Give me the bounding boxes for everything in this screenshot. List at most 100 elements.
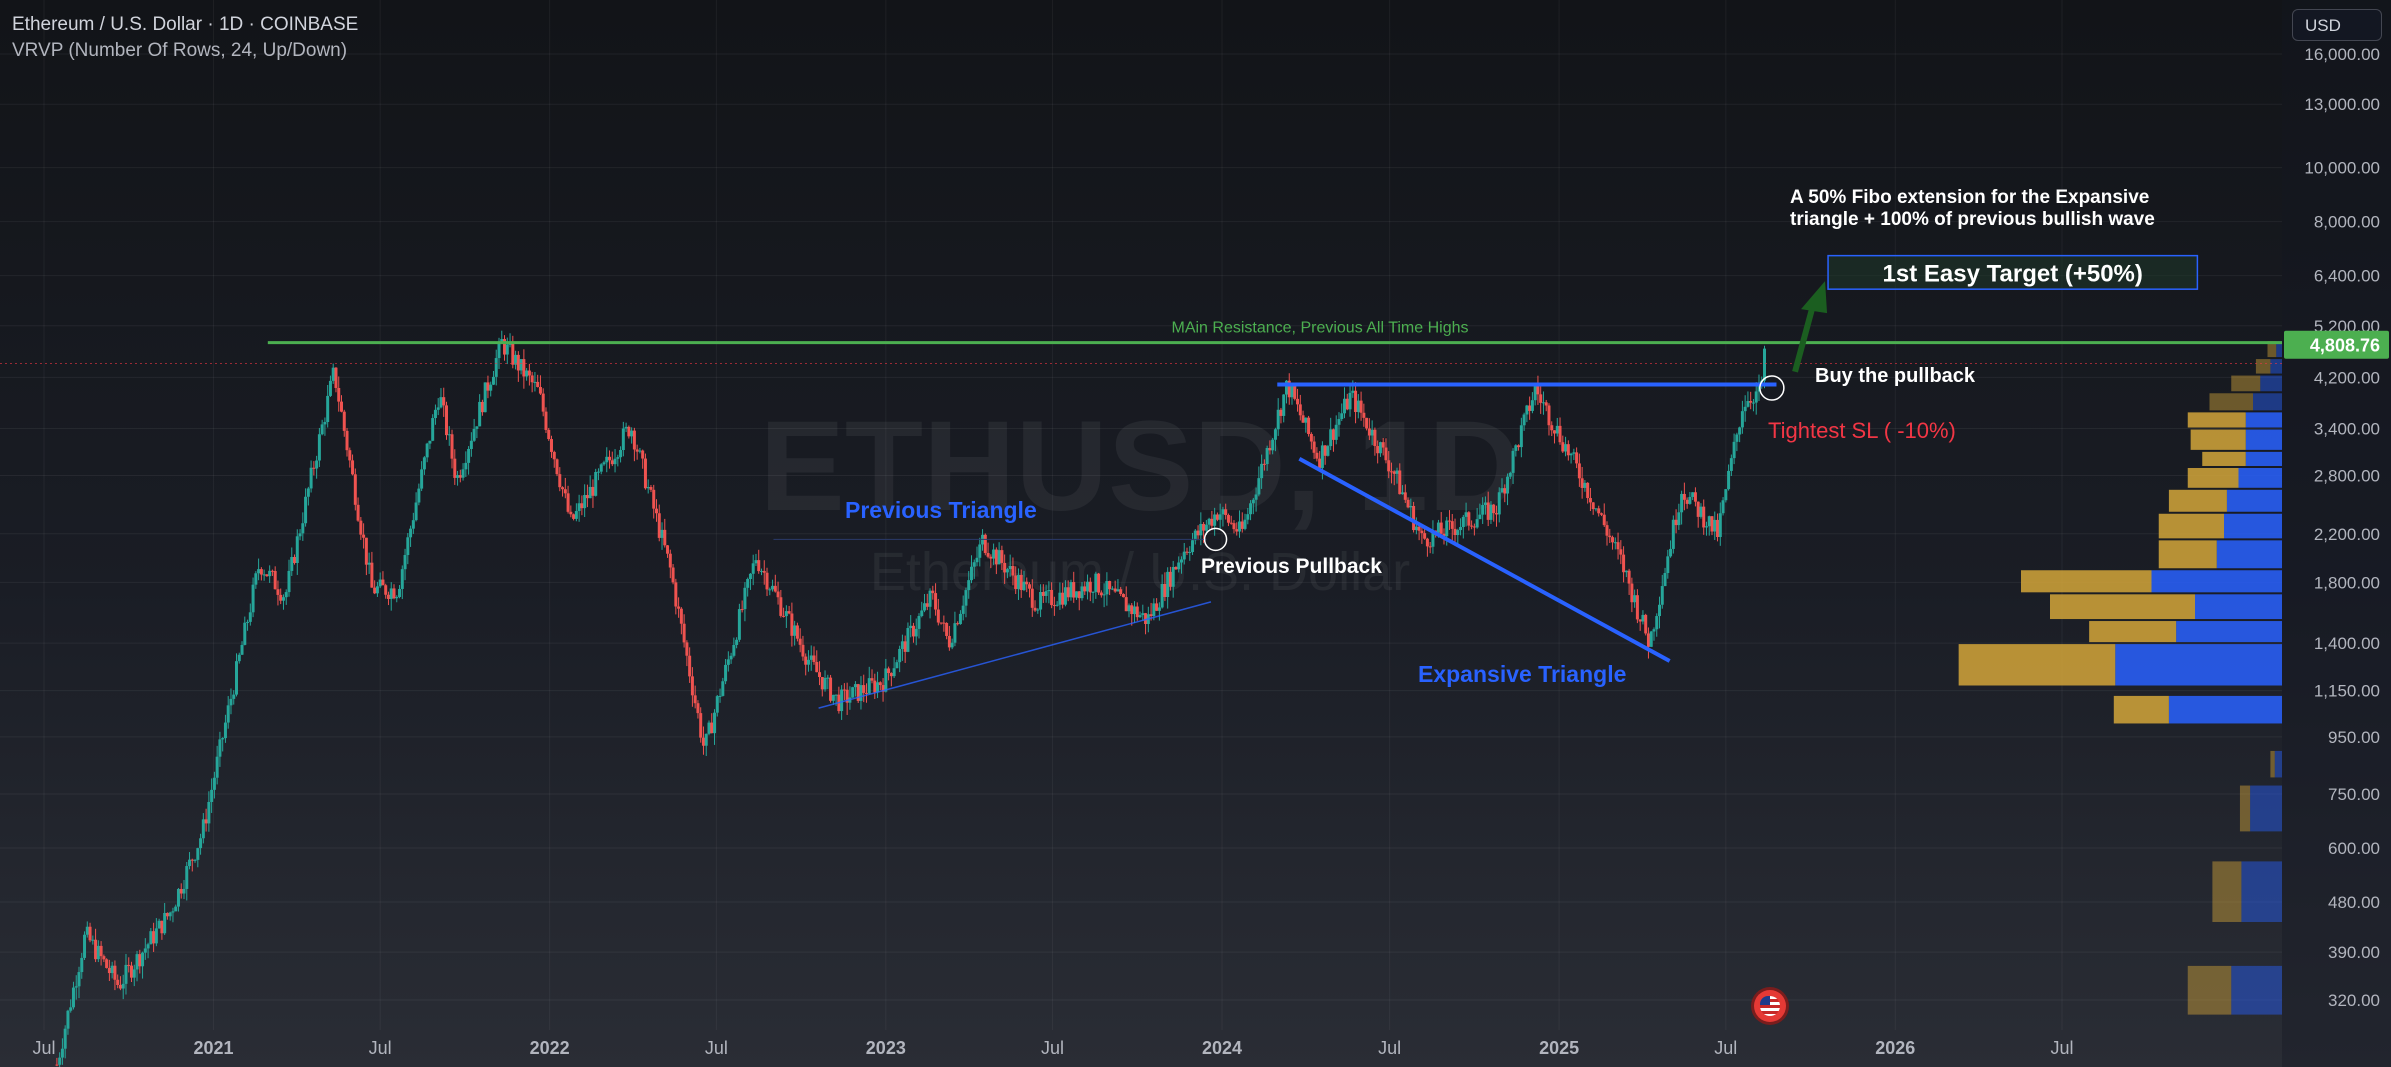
- candle-body: [558, 474, 562, 488]
- candle-body: [1688, 496, 1692, 504]
- candle-body: [1304, 417, 1308, 423]
- candle-body: [1638, 619, 1642, 622]
- candle-body: [320, 424, 324, 435]
- candle-body: [406, 537, 410, 556]
- candle-body: [668, 553, 672, 568]
- candle-body: [1061, 592, 1065, 605]
- candle-body: [1693, 492, 1697, 502]
- candle-body: [1599, 513, 1603, 515]
- candle-body: [729, 655, 733, 660]
- candle-body: [77, 972, 81, 987]
- candle-body: [934, 593, 938, 610]
- candle-body: [240, 644, 244, 655]
- candle-body: [1343, 398, 1347, 414]
- y-tick-label: 8,000.00: [2314, 213, 2380, 232]
- candle-body: [1008, 566, 1012, 570]
- candle-body: [1627, 570, 1631, 584]
- candle-body: [411, 520, 415, 529]
- candle-body: [1409, 505, 1413, 508]
- indicator-legend[interactable]: VRVP (Number Of Rows, 24, Up/Down): [12, 40, 348, 61]
- candle-body: [1428, 546, 1432, 548]
- candle-body: [152, 931, 156, 944]
- watermark-symbol: ETHUSD, 1D: [760, 395, 1521, 538]
- candle-body: [1641, 614, 1645, 622]
- candle-body: [1232, 523, 1236, 530]
- candle-body: [1282, 394, 1286, 416]
- candle-body: [1124, 597, 1128, 612]
- main-resistance-label: MAin Resistance, Previous All Time Highs: [1172, 320, 1469, 337]
- candle-body: [563, 489, 567, 494]
- currency-selector-button[interactable]: USD: [2292, 9, 2382, 41]
- candle-body: [248, 612, 252, 622]
- candle-body: [541, 393, 545, 412]
- candle-body: [428, 440, 432, 444]
- candle-body: [1721, 500, 1725, 514]
- candle-body: [914, 628, 918, 637]
- candle-body: [414, 502, 418, 521]
- candle-body: [1097, 573, 1101, 593]
- candle-body: [566, 493, 570, 512]
- candle-body: [920, 610, 924, 617]
- candle-body: [864, 692, 868, 694]
- candle-body: [870, 678, 874, 681]
- candle-body: [1273, 429, 1277, 440]
- candle-body: [425, 443, 429, 458]
- candle-body: [176, 889, 180, 907]
- candle-body: [878, 682, 882, 686]
- candle-body: [1323, 445, 1327, 456]
- y-tick-label: 750.00: [2328, 785, 2380, 804]
- x-tick-label: Jul: [2050, 1038, 2073, 1058]
- us-flag-event-icon[interactable]: [1754, 990, 1786, 1022]
- candle-body: [157, 920, 161, 929]
- candle-body: [375, 586, 379, 594]
- candle-body: [168, 912, 172, 917]
- candle-body: [312, 467, 316, 469]
- candle-body: [666, 545, 670, 554]
- candle-body: [116, 979, 120, 985]
- candle-body: [339, 401, 343, 412]
- candle-body: [555, 459, 559, 475]
- candle-body: [1207, 518, 1211, 525]
- candle-body: [69, 1007, 73, 1011]
- candle-body: [1033, 607, 1037, 611]
- candle-body: [1307, 417, 1311, 434]
- candle-body: [1740, 411, 1744, 428]
- candle-body: [688, 655, 692, 677]
- candle-body: [1727, 470, 1731, 490]
- vp-down-bar: [2245, 412, 2282, 428]
- candle-body: [450, 434, 454, 459]
- vp-up-bar: [2168, 489, 2227, 512]
- candle-body: [1602, 514, 1606, 526]
- candle-body: [1649, 631, 1653, 647]
- candle-body: [1000, 550, 1004, 563]
- candle-body: [472, 428, 476, 441]
- candle-body: [602, 462, 606, 465]
- candle-body: [1196, 530, 1200, 536]
- vp-down-bar: [2226, 489, 2282, 512]
- candle-body: [953, 623, 957, 643]
- candle-body: [936, 609, 940, 623]
- x-tick-label: 2023: [866, 1038, 906, 1058]
- candle-body: [80, 957, 84, 973]
- candle-body: [801, 644, 805, 657]
- candle-body: [1425, 538, 1429, 547]
- candle-body: [654, 508, 658, 514]
- candle-body: [1135, 606, 1139, 618]
- candle-body: [1185, 551, 1189, 553]
- candle-body: [759, 570, 763, 572]
- candle-body: [400, 569, 404, 589]
- candle-body: [270, 570, 274, 572]
- expansive-triangle-label: Expansive Triangle: [1418, 661, 1626, 687]
- candle-body: [121, 983, 125, 989]
- candle-body: [1149, 614, 1153, 617]
- candle-body: [1633, 595, 1637, 603]
- y-tick-label: 1,800.00: [2314, 573, 2380, 592]
- price-axis: 16,000.00 13,000.00 10,000.00 8,000.00 6,400…: [2282, 0, 2391, 1067]
- candle-body: [947, 635, 951, 648]
- candle-body: [1331, 429, 1335, 440]
- candle-body: [1530, 400, 1534, 411]
- candle-body: [1050, 589, 1054, 606]
- candle-body: [1337, 419, 1341, 425]
- candle-body: [856, 684, 860, 701]
